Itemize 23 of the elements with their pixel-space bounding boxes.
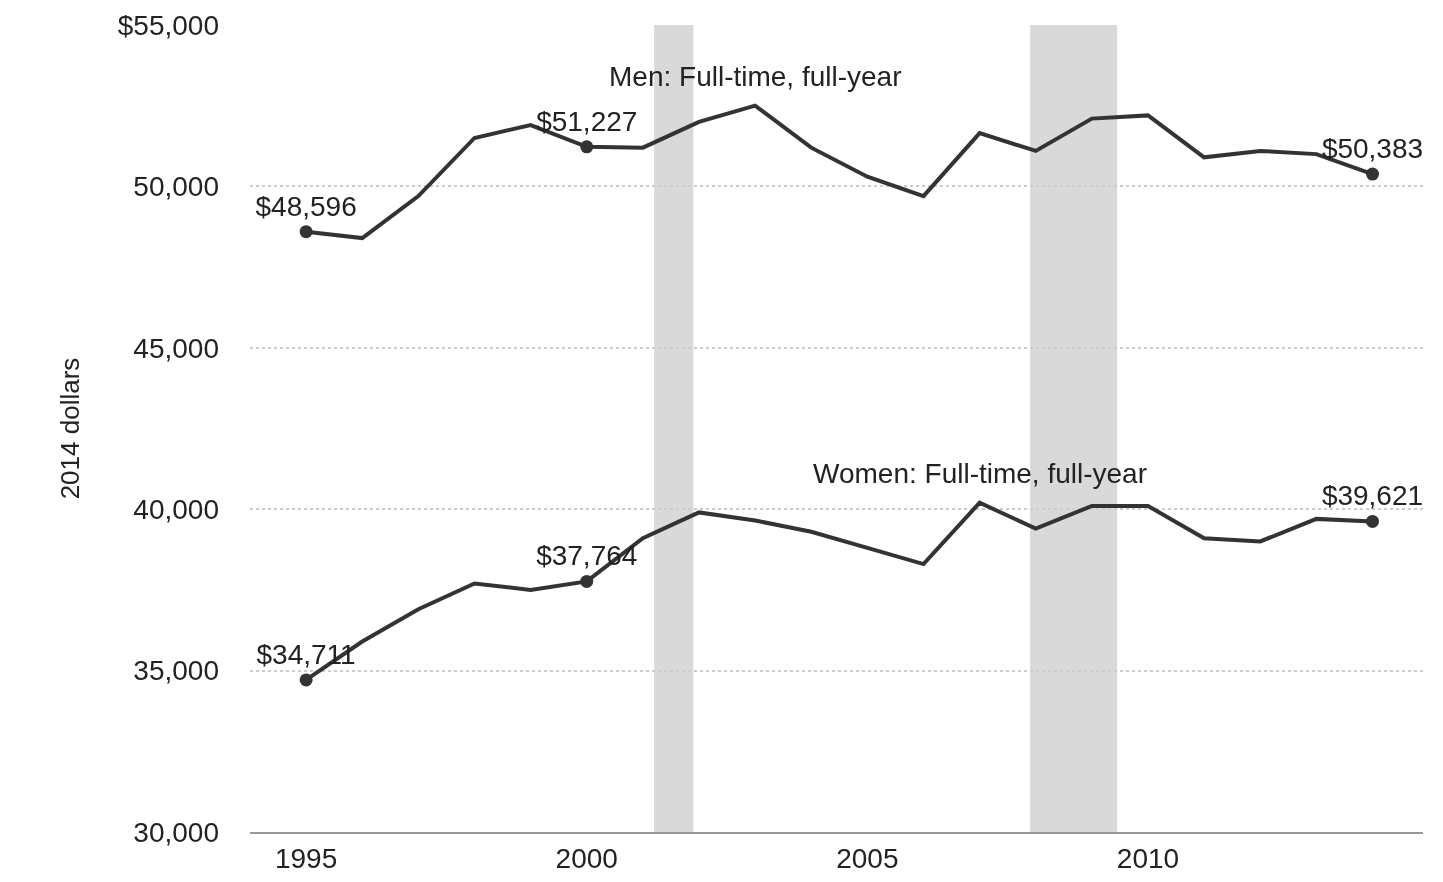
y-tick-label: 35,000: [133, 655, 219, 687]
y-tick-label: 50,000: [133, 171, 219, 203]
data-label: $39,621: [1321, 480, 1424, 512]
point: [580, 574, 594, 588]
series-label: Men: Full-time, full-year: [609, 61, 902, 92]
point: [1366, 514, 1379, 528]
y-tick-label: 40,000: [133, 494, 219, 525]
data-label: $50,383: [1321, 132, 1424, 164]
x-tick-label: 1995: [274, 842, 338, 874]
point: [299, 673, 313, 687]
point: [1366, 167, 1379, 181]
series-label: Women: Full-time, full-year: [813, 458, 1148, 489]
x-tick-label: 2005: [836, 842, 899, 874]
y-tick-label: $55,000: [117, 9, 219, 41]
y-axis-title: 2014 dollars: [55, 357, 86, 500]
data-label: $48,596: [255, 190, 357, 222]
y-tick-label: 30,000: [133, 816, 219, 848]
x-tick-label: 2010: [1116, 842, 1180, 874]
y-tick-label: 45,000: [133, 332, 219, 364]
data-label: $51,227: [536, 105, 638, 137]
point: [580, 140, 594, 154]
point: [299, 225, 313, 239]
x-tick-label: 2000: [555, 842, 618, 874]
